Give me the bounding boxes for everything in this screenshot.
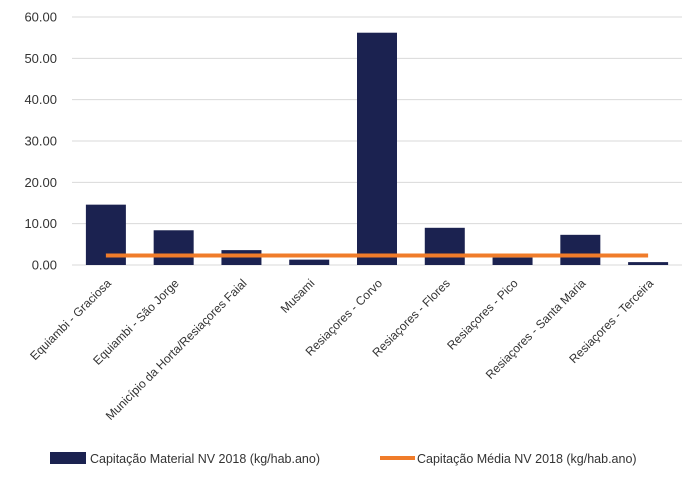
legend: Capitação Material NV 2018 (kg/hab.ano) … xyxy=(50,452,637,466)
y-tick-label: 40.00 xyxy=(24,92,57,107)
y-tick-label: 20.00 xyxy=(24,175,57,190)
y-tick-label: 10.00 xyxy=(24,216,57,231)
y-tick-label: 60.00 xyxy=(24,10,57,25)
legend-swatch-bar xyxy=(50,452,86,464)
x-category-label: Município da Horta/Resiaçores Faial xyxy=(103,276,250,423)
x-category-label: Musami xyxy=(278,276,318,316)
bar xyxy=(221,250,262,265)
bar xyxy=(560,234,601,265)
y-axis-tick-labels: 0.00 10.00 20.00 30.00 40.00 50.00 60.00 xyxy=(24,10,57,273)
bar xyxy=(628,262,669,265)
y-tick-label: 50.00 xyxy=(24,51,57,66)
bar xyxy=(289,259,330,265)
legend-label-line: Capitação Média NV 2018 (kg/hab.ano) xyxy=(417,452,637,466)
y-tick-label: 30.00 xyxy=(24,134,57,149)
x-category-label: Resiaçores - Pico xyxy=(444,276,521,353)
bar xyxy=(153,230,194,265)
y-tick-label: 0.00 xyxy=(32,258,57,273)
bar xyxy=(424,227,465,265)
bar xyxy=(357,32,397,265)
bar-series xyxy=(85,32,669,265)
bar xyxy=(492,257,533,265)
legend-label-bar: Capitação Material NV 2018 (kg/hab.ano) xyxy=(90,452,320,466)
